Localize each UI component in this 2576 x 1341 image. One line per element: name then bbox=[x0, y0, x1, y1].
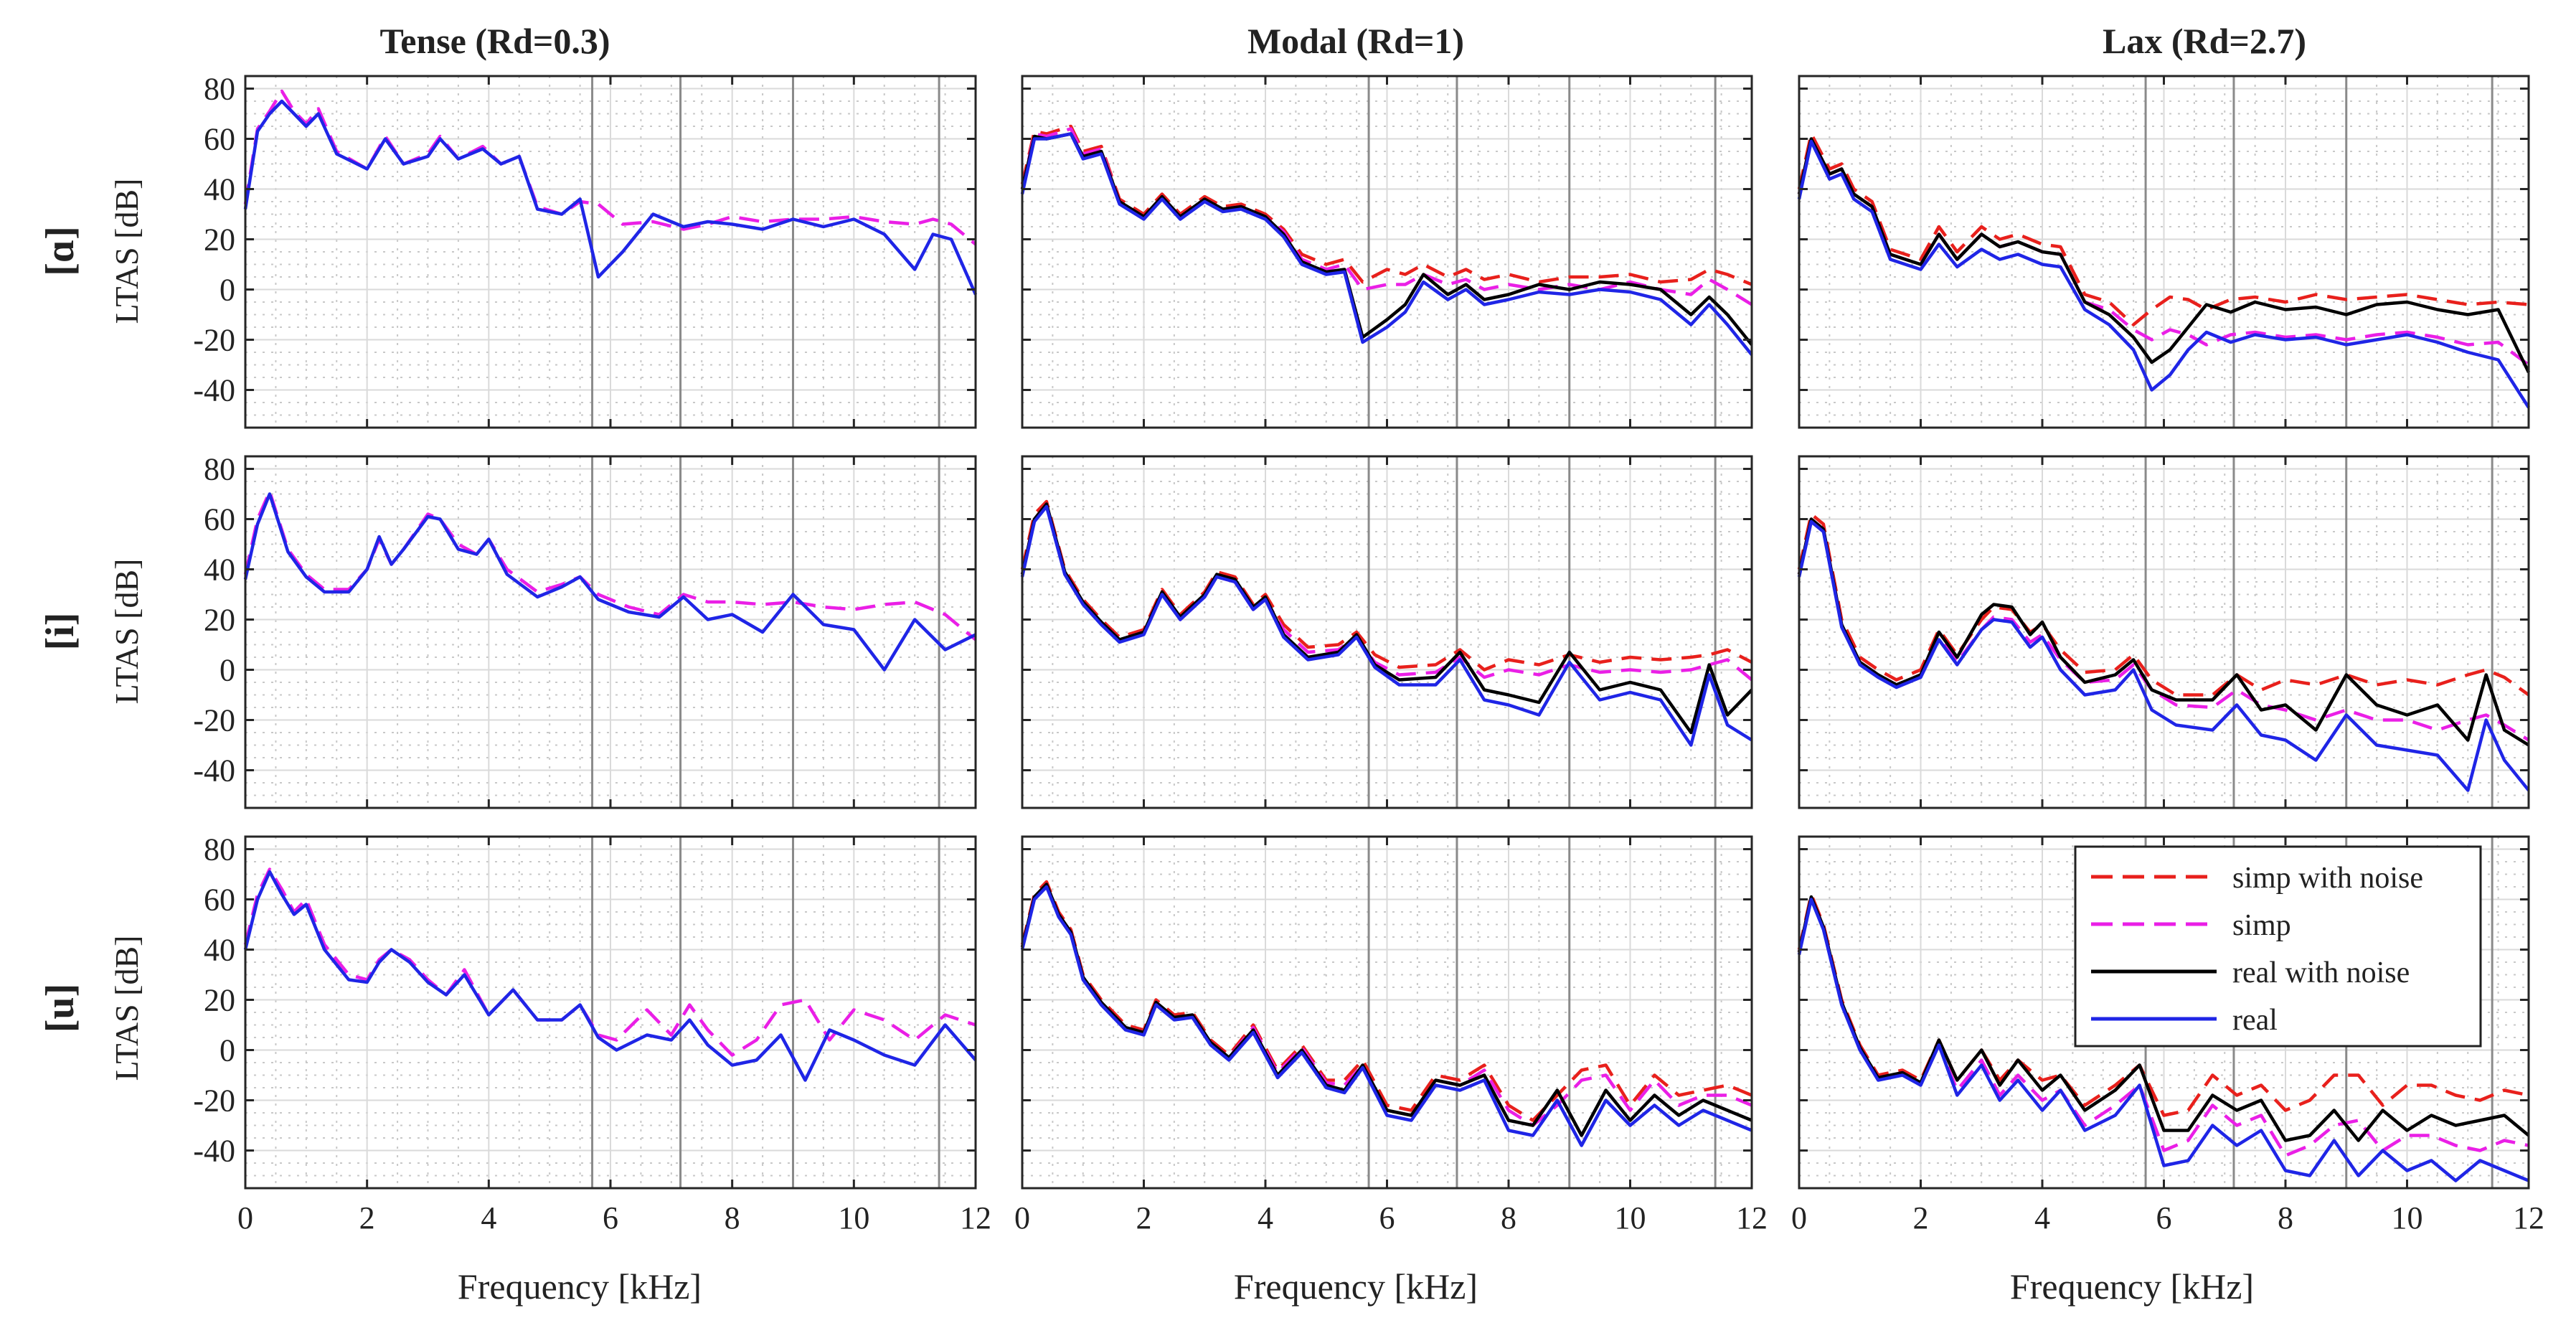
series-line-real bbox=[243, 492, 976, 672]
panel-r1-c2 bbox=[1797, 455, 2530, 809]
x-axis-label-col2: Frequency [kHz] bbox=[1234, 1266, 1478, 1307]
x-tick-label: 0 bbox=[1014, 1200, 1030, 1236]
x-tick-label: 6 bbox=[603, 1200, 618, 1236]
column-title-tense: Tense (Rd=0.3) bbox=[379, 21, 610, 61]
panels-group: -40-20020406080-40-20020406080-40-200204… bbox=[193, 72, 2544, 1236]
x-tick-label: 0 bbox=[237, 1200, 253, 1236]
series-line-simp bbox=[243, 89, 977, 246]
y-tick-label: 0 bbox=[220, 273, 235, 308]
legend-label-real: real bbox=[2232, 1004, 2278, 1037]
panel-r2-c1: 0 2 4 6 8 10 12 bbox=[1014, 835, 1768, 1236]
series-line-real bbox=[1797, 139, 2530, 409]
x-tick-label: 2 bbox=[1913, 1200, 1929, 1236]
y-tick-label: 60 bbox=[204, 883, 235, 918]
x-tick-label: 4 bbox=[481, 1200, 496, 1236]
x-tick-label: 8 bbox=[725, 1200, 740, 1236]
column-title-lax: Lax (Rd=2.7) bbox=[2103, 21, 2306, 61]
y-tick-label: 20 bbox=[204, 983, 235, 1018]
series-line-simp-with-noise bbox=[1797, 893, 2529, 1117]
y-tick-label: 40 bbox=[204, 933, 235, 968]
series-line-simp bbox=[1797, 895, 2529, 1157]
y-tick-label: -20 bbox=[193, 703, 235, 738]
x-tick-label: 12 bbox=[2513, 1200, 2544, 1236]
x-tick-label: 10 bbox=[838, 1200, 869, 1236]
x-tick-label: 2 bbox=[359, 1200, 375, 1236]
panel-r2-c2: 0 2 4 6 8 10 12 bbox=[1791, 835, 2544, 1236]
x-tick-label: 6 bbox=[1379, 1200, 1395, 1236]
series-line-real bbox=[1020, 132, 1753, 356]
series-line-real-with-noise bbox=[1797, 137, 2531, 373]
row-label-i: [i] bbox=[38, 613, 82, 651]
x-axis-label-col3: Frequency [kHz] bbox=[2010, 1266, 2254, 1307]
panel-r1-c0: -40 -20 0 20 40 60 80 bbox=[193, 452, 977, 809]
panel-r0-c1 bbox=[1020, 75, 1753, 429]
y-axis-label-row3: LTAS [dB] bbox=[108, 936, 145, 1081]
legend-label-real-with-noise: real with noise bbox=[2232, 956, 2410, 989]
series-line-simp bbox=[1797, 137, 2530, 367]
series-line-simp-with-noise bbox=[1797, 512, 2530, 697]
x-tick-label: 10 bbox=[2392, 1200, 2423, 1236]
legend: simp with noise simp real with noise rea… bbox=[2074, 845, 2482, 1048]
y-axis-label-row1: LTAS [dB] bbox=[108, 179, 145, 324]
x-tick-label: 12 bbox=[1736, 1200, 1768, 1236]
series-line-simp bbox=[243, 489, 977, 641]
column-title-modal: Modal (Rd=1) bbox=[1247, 21, 1464, 61]
series-line-real-with-noise bbox=[1797, 517, 2530, 747]
y-tick-label: 80 bbox=[204, 832, 235, 867]
legend-label-simp: simp bbox=[2232, 909, 2291, 942]
y-tick-label: 60 bbox=[204, 122, 235, 157]
y-tick-label: -40 bbox=[193, 753, 235, 789]
row-label-a: [ɑ] bbox=[38, 226, 82, 276]
x-tick-label: 8 bbox=[2278, 1200, 2293, 1236]
series-line-real-with-noise bbox=[1020, 502, 1753, 735]
panel-r0-c0: -40 -20 0 20 40 60 80 bbox=[193, 72, 978, 429]
y-tick-label: -20 bbox=[193, 323, 235, 358]
series-line-real bbox=[243, 870, 977, 1082]
y-axis-label-row2: LTAS [dB] bbox=[108, 559, 145, 705]
y-tick-label: -20 bbox=[193, 1083, 235, 1119]
y-tick-label: 80 bbox=[204, 452, 235, 487]
y-tick-label: 20 bbox=[204, 222, 235, 258]
series-line-simp bbox=[1020, 127, 1753, 306]
panel-r2-c0: -40 -20 0 20 40 60 80 0 2 4 6 8 10 12 bbox=[193, 832, 991, 1236]
panel-r1-c1 bbox=[1020, 455, 1753, 809]
legend-label-simp-with-noise: simp with noise bbox=[2232, 862, 2423, 895]
x-tick-label: 12 bbox=[960, 1200, 991, 1236]
legend-box bbox=[2074, 845, 2482, 1048]
row-label-u: [u] bbox=[38, 984, 82, 1032]
series-line-real bbox=[1797, 519, 2530, 792]
series-line-simp-with-noise bbox=[1020, 124, 1752, 286]
y-tick-label: 40 bbox=[204, 172, 235, 207]
y-tick-label: 0 bbox=[220, 653, 235, 688]
x-tick-label: 0 bbox=[1791, 1200, 1807, 1236]
x-tick-label: 4 bbox=[1258, 1200, 1273, 1236]
series-line-simp-with-noise bbox=[1797, 132, 2529, 326]
y-tick-label: -40 bbox=[193, 373, 235, 408]
x-tick-label: 6 bbox=[2156, 1200, 2172, 1236]
y-tick-label: 0 bbox=[220, 1033, 235, 1068]
series-line-real-with-noise bbox=[1797, 895, 2530, 1142]
y-tick-label: 40 bbox=[204, 552, 235, 588]
y-tick-label: 20 bbox=[204, 603, 235, 638]
x-tick-label: 8 bbox=[1501, 1200, 1516, 1236]
x-tick-label: 4 bbox=[2034, 1200, 2050, 1236]
series-line-simp-with-noise bbox=[1020, 499, 1753, 672]
y-tick-label: 60 bbox=[204, 502, 235, 537]
x-axis-label-col1: Frequency [kHz] bbox=[458, 1266, 702, 1307]
series-line-real bbox=[1797, 898, 2529, 1182]
y-tick-label: 80 bbox=[204, 72, 235, 107]
y-tick-label: -40 bbox=[193, 1134, 235, 1169]
series-line-real bbox=[1020, 885, 1752, 1147]
x-tick-label: 10 bbox=[1615, 1200, 1646, 1236]
series-line-real bbox=[1020, 504, 1753, 747]
panel-r0-c2 bbox=[1797, 75, 2531, 429]
x-tick-label: 2 bbox=[1136, 1200, 1152, 1236]
series-line-real bbox=[243, 99, 978, 296]
